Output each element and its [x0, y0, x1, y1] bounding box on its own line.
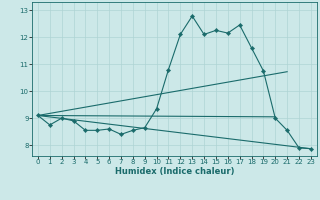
X-axis label: Humidex (Indice chaleur): Humidex (Indice chaleur)	[115, 167, 234, 176]
